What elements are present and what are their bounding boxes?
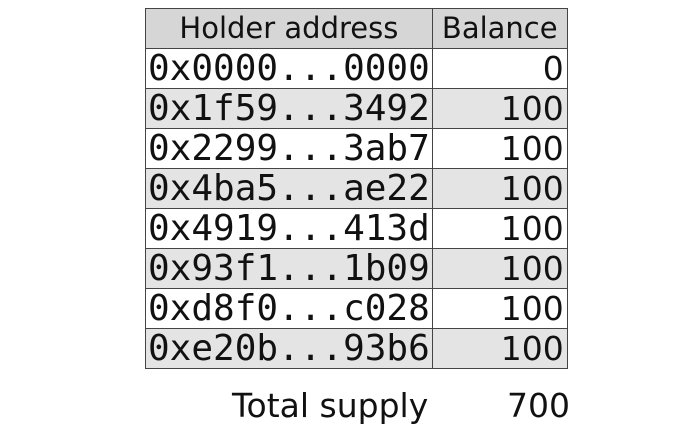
holder-balance: 100 xyxy=(431,248,568,289)
header-address: Holder address xyxy=(145,8,433,49)
table-row: 0x2299...3ab7 100 xyxy=(145,128,568,169)
header-balance: Balance xyxy=(431,8,568,49)
holder-address: 0x4ba5...ae22 xyxy=(145,168,433,209)
table-row: 0x93f1...1b09 100 xyxy=(145,248,568,289)
table-row: 0x0000...0000 0 xyxy=(145,48,568,89)
holder-balance: 100 xyxy=(431,128,568,169)
table-row: 0xd8f0...c028 100 xyxy=(145,288,568,329)
total-supply-value: 700 xyxy=(507,386,570,425)
holder-balance: 100 xyxy=(431,208,568,249)
holder-address: 0xe20b...93b6 xyxy=(145,328,433,369)
holder-address: 0x2299...3ab7 xyxy=(145,128,433,169)
holders-table: Holder address Balance 0x0000...0000 0 0x1… xyxy=(145,8,568,369)
holder-address: 0x0000...0000 xyxy=(145,48,433,89)
table-header: Holder address Balance xyxy=(145,8,568,49)
holder-address: 0x4919...413d xyxy=(145,208,433,249)
holder-address: 0x1f59...3492 xyxy=(145,88,433,129)
holder-address: 0xd8f0...c028 xyxy=(145,288,433,329)
table-row: 0xe20b...93b6 100 xyxy=(145,328,568,369)
total-supply-label: Total supply xyxy=(232,386,429,425)
holder-balance: 100 xyxy=(431,288,568,329)
holder-address: 0x93f1...1b09 xyxy=(145,248,433,289)
table-row: 0x4919...413d 100 xyxy=(145,208,568,249)
table-row: 0x4ba5...ae22 100 xyxy=(145,168,568,209)
holder-balance: 100 xyxy=(431,328,568,369)
table-row: 0x1f59...3492 100 xyxy=(145,88,568,129)
holder-balance: 100 xyxy=(431,168,568,209)
holder-balance: 0 xyxy=(431,48,568,89)
holder-balance: 100 xyxy=(431,88,568,129)
